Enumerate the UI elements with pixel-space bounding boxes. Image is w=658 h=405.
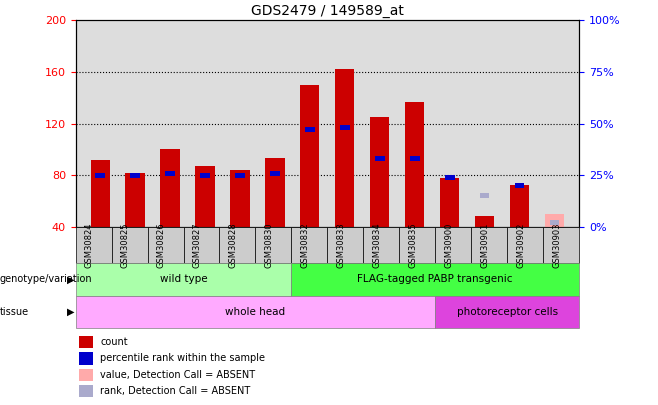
Text: GSM30825: GSM30825 xyxy=(120,222,130,268)
Bar xyxy=(335,69,355,227)
Text: rank, Detection Call = ABSENT: rank, Detection Call = ABSENT xyxy=(100,386,250,396)
Bar xyxy=(405,102,424,227)
Text: GSM30900: GSM30900 xyxy=(444,222,453,268)
Text: GSM30903: GSM30903 xyxy=(552,222,561,268)
Text: photoreceptor cells: photoreceptor cells xyxy=(457,307,558,317)
Bar xyxy=(265,158,284,227)
Bar xyxy=(161,149,180,227)
Bar xyxy=(95,173,105,178)
Text: FLAG-tagged PABP transgenic: FLAG-tagged PABP transgenic xyxy=(357,275,513,284)
Bar xyxy=(165,171,175,176)
Bar xyxy=(305,127,315,132)
Bar xyxy=(370,117,390,227)
Title: GDS2479 / 149589_at: GDS2479 / 149589_at xyxy=(251,4,404,18)
Bar xyxy=(480,193,490,198)
Text: ▶: ▶ xyxy=(67,307,75,317)
Bar xyxy=(475,217,494,227)
Bar xyxy=(445,175,455,180)
Text: GSM30901: GSM30901 xyxy=(480,222,489,268)
Bar xyxy=(230,170,249,227)
Bar xyxy=(126,173,145,227)
Bar xyxy=(200,173,210,178)
Text: genotype/variation: genotype/variation xyxy=(0,275,93,284)
Text: count: count xyxy=(100,337,128,347)
Bar xyxy=(440,178,459,227)
Bar xyxy=(410,156,420,161)
Bar xyxy=(195,166,215,227)
Bar xyxy=(235,173,245,178)
Text: GSM30828: GSM30828 xyxy=(228,222,238,268)
Text: GSM30830: GSM30830 xyxy=(265,222,274,268)
Bar xyxy=(91,160,110,227)
Bar xyxy=(545,214,564,227)
Text: wild type: wild type xyxy=(160,275,207,284)
Bar xyxy=(550,220,559,225)
Text: GSM30835: GSM30835 xyxy=(408,222,417,268)
Text: GSM30826: GSM30826 xyxy=(157,222,166,268)
Text: GSM30832: GSM30832 xyxy=(301,222,309,268)
Text: tissue: tissue xyxy=(0,307,29,317)
Bar xyxy=(270,171,280,176)
Text: GSM30834: GSM30834 xyxy=(372,222,381,268)
Bar xyxy=(340,125,349,130)
Bar xyxy=(510,185,529,227)
Text: GSM30833: GSM30833 xyxy=(336,222,345,268)
Text: whole head: whole head xyxy=(226,307,286,317)
Text: value, Detection Call = ABSENT: value, Detection Call = ABSENT xyxy=(100,370,255,379)
Text: GSM30902: GSM30902 xyxy=(516,222,525,268)
Text: ▶: ▶ xyxy=(67,275,75,284)
Bar xyxy=(130,173,140,178)
Bar xyxy=(515,183,524,188)
Text: GSM30824: GSM30824 xyxy=(85,222,93,268)
Bar xyxy=(375,156,384,161)
Bar xyxy=(300,85,320,227)
Text: percentile rank within the sample: percentile rank within the sample xyxy=(100,354,265,363)
Text: GSM30827: GSM30827 xyxy=(193,222,201,268)
